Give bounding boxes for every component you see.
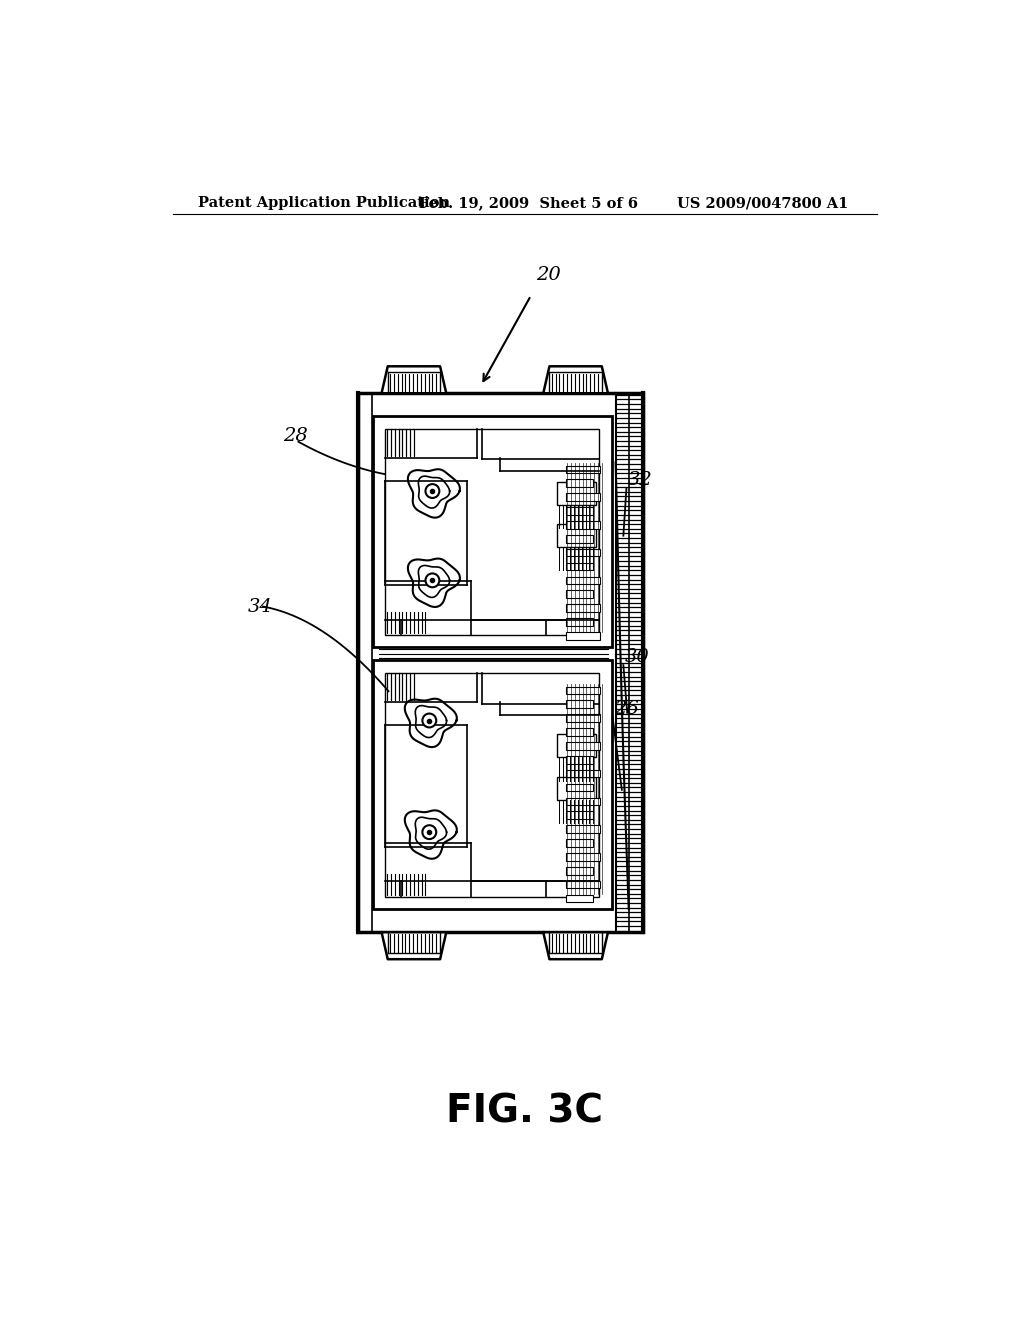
Bar [565,812,593,818]
Bar [565,605,600,612]
Bar [373,416,611,647]
Bar [565,686,600,694]
Bar [385,429,599,635]
Bar [565,714,600,722]
Circle shape [425,484,439,498]
Bar [373,660,611,909]
Circle shape [422,714,436,727]
Bar [557,524,596,548]
Bar [565,618,593,626]
Polygon shape [544,367,608,393]
Bar [565,507,593,515]
Text: 28: 28 [283,426,308,445]
Bar [565,521,600,529]
Text: 26: 26 [614,700,639,718]
Bar [565,577,600,585]
Bar [357,393,643,932]
Bar [565,853,600,861]
Bar [565,590,593,598]
Text: 20: 20 [536,267,560,284]
Polygon shape [382,932,446,960]
Bar [565,784,593,792]
Text: FIG. 3C: FIG. 3C [446,1093,603,1131]
Text: 34: 34 [248,598,272,615]
Bar [565,479,593,487]
Bar [565,895,593,903]
Bar [565,535,593,543]
Bar [565,494,600,502]
Text: 32: 32 [628,471,652,490]
Bar [565,825,600,833]
Bar [357,393,372,932]
Bar [385,673,599,896]
Bar [565,770,600,777]
Polygon shape [544,932,608,960]
Bar [565,632,600,640]
Bar [565,549,600,557]
Bar [565,562,593,570]
Text: Feb. 19, 2009  Sheet 5 of 6: Feb. 19, 2009 Sheet 5 of 6 [419,197,638,210]
Text: Patent Application Publication: Patent Application Publication [199,197,451,210]
Bar [557,776,596,800]
Circle shape [422,825,436,840]
Bar [557,734,596,758]
Polygon shape [382,367,446,393]
Bar [565,742,600,750]
Bar [565,756,593,763]
Bar [565,880,600,888]
Text: 30: 30 [625,648,649,667]
Bar [565,466,600,474]
Text: US 2009/0047800 A1: US 2009/0047800 A1 [677,197,849,210]
Bar [557,482,596,506]
Bar [565,840,593,847]
Bar [565,729,593,737]
Bar [565,701,593,708]
Bar [565,867,593,875]
Circle shape [425,573,439,587]
Bar [565,797,600,805]
